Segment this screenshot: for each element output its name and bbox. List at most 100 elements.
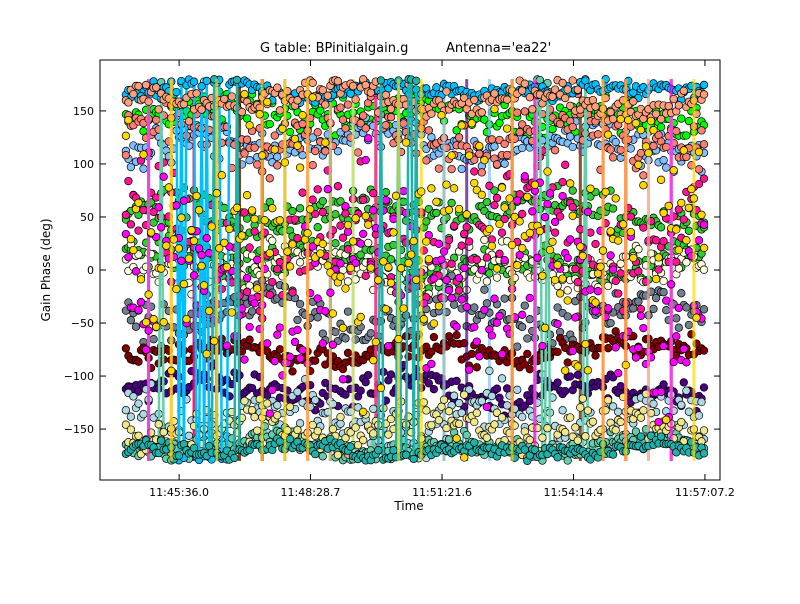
data-point — [606, 318, 615, 328]
data-point — [199, 281, 209, 290]
data-point — [656, 122, 666, 132]
data-point — [677, 289, 686, 298]
data-point — [343, 220, 353, 230]
data-point — [141, 80, 151, 90]
data-point — [336, 272, 345, 281]
data-point — [275, 106, 285, 115]
data-point — [172, 284, 181, 294]
data-point — [268, 236, 277, 245]
data-point — [480, 285, 489, 294]
data-point — [381, 195, 391, 205]
data-point — [467, 119, 476, 128]
data-point — [611, 343, 620, 352]
data-point — [573, 85, 582, 94]
data-point — [465, 365, 474, 374]
data-point — [442, 275, 451, 285]
data-point — [447, 259, 456, 268]
data-point — [646, 116, 656, 126]
data-point — [485, 181, 494, 190]
data-point — [626, 212, 635, 221]
data-point — [318, 452, 327, 461]
data-point — [588, 417, 598, 426]
data-point — [313, 313, 322, 322]
data-point — [616, 417, 625, 427]
data-point — [159, 427, 168, 437]
data-point — [568, 203, 577, 212]
data-point — [563, 312, 572, 321]
data-point — [525, 228, 534, 238]
data-point — [131, 267, 141, 276]
data-point — [129, 245, 138, 255]
data-point — [523, 192, 532, 201]
data-point — [242, 287, 252, 296]
data-point — [518, 412, 527, 422]
data-point — [583, 207, 593, 217]
data-point — [563, 253, 572, 263]
data-point — [361, 271, 370, 280]
data-point — [699, 265, 709, 274]
data-point — [515, 250, 524, 260]
data-point — [134, 82, 143, 91]
data-point — [141, 345, 151, 354]
data-point — [497, 183, 507, 192]
data-point — [247, 307, 257, 316]
data-point — [530, 180, 540, 189]
data-point — [417, 187, 426, 196]
data-point — [679, 86, 688, 95]
data-point — [341, 124, 350, 133]
data-point — [558, 406, 567, 415]
data-point — [202, 349, 211, 359]
data-point — [202, 233, 211, 243]
data-point — [391, 191, 401, 200]
data-point — [250, 299, 259, 308]
data-point — [472, 408, 481, 418]
data-point — [538, 341, 547, 351]
data-point — [290, 337, 300, 347]
data-point — [242, 191, 252, 200]
data-point — [568, 211, 577, 220]
data-point — [616, 145, 625, 155]
data-point — [437, 111, 446, 120]
data-point — [278, 124, 287, 133]
data-point — [576, 225, 585, 234]
data-point — [343, 100, 353, 109]
data-point — [157, 436, 166, 445]
data-point — [265, 174, 274, 183]
data-point — [343, 277, 353, 286]
data-point — [424, 126, 433, 135]
data-point — [470, 178, 479, 188]
data-point — [576, 242, 585, 251]
data-point — [520, 301, 529, 310]
data-point — [409, 454, 418, 464]
data-point — [333, 450, 343, 460]
data-point — [356, 312, 365, 322]
data-point — [174, 451, 184, 460]
data-point — [679, 378, 688, 387]
data-point — [651, 293, 661, 303]
data-point — [250, 412, 259, 422]
data-point — [571, 423, 580, 432]
data-point — [679, 146, 688, 155]
data-point — [328, 340, 338, 349]
data-point — [452, 331, 461, 340]
data-point — [639, 323, 648, 333]
data-point — [429, 319, 439, 328]
data-point — [561, 386, 570, 396]
data-point — [351, 95, 360, 104]
data-point — [500, 256, 509, 265]
data-point — [159, 318, 168, 327]
data-point — [381, 121, 391, 130]
data-point — [495, 219, 504, 229]
data-point — [457, 241, 466, 250]
data-point — [568, 76, 577, 85]
data-point — [497, 349, 507, 359]
data-point — [581, 432, 590, 441]
data-point — [619, 220, 628, 229]
data-point — [515, 128, 524, 137]
data-point — [285, 402, 295, 411]
data-point — [154, 203, 163, 212]
data-point — [285, 262, 295, 271]
data-point — [399, 119, 408, 128]
data-point — [558, 274, 567, 283]
data-point — [682, 258, 691, 267]
